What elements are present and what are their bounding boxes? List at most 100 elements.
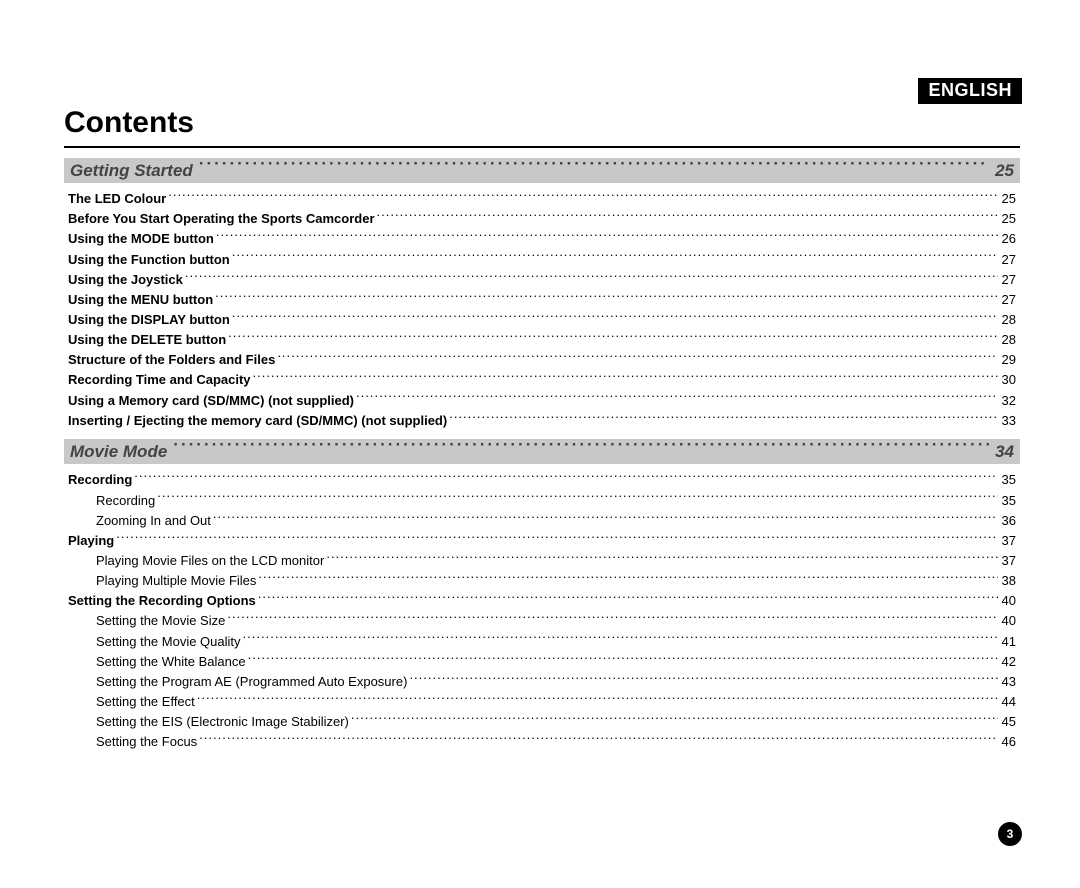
toc-leader [168, 190, 997, 203]
toc-row: Using the Function button 27 [68, 250, 1016, 270]
section-page: 25 [989, 161, 1014, 181]
toc-leader [326, 552, 997, 565]
toc-leader [116, 532, 997, 545]
toc-label: Recording Time and Capacity [68, 370, 253, 390]
toc-row: Setting the Movie Size 40 [68, 611, 1016, 631]
toc-page: 42 [998, 652, 1016, 672]
toc-label: Setting the Movie Size [68, 611, 227, 631]
toc-row: Setting the Movie Quality 41 [68, 632, 1016, 652]
toc-page: 41 [998, 632, 1016, 652]
toc-page: 30 [998, 370, 1016, 390]
toc-leader [215, 291, 997, 304]
toc-row: Setting the EIS (Electronic Image Stabil… [68, 712, 1016, 732]
toc-leader [185, 271, 998, 284]
toc-leader [232, 311, 998, 324]
toc-leader [253, 371, 998, 384]
toc-page: 32 [998, 391, 1016, 411]
language-badge: ENGLISH [918, 78, 1022, 104]
toc-page: 25 [998, 209, 1016, 229]
toc-label: Using the Function button [68, 250, 232, 270]
section-bar: Getting Started 25 [64, 158, 1020, 184]
toc-row: Structure of the Folders and Files29 [68, 350, 1016, 370]
toc-label: Recording [68, 491, 157, 511]
toc-label: Zooming In and Out [68, 511, 213, 531]
toc-page: 27 [998, 270, 1016, 290]
toc-label: The LED Colour [68, 189, 168, 209]
toc-page: 36 [998, 511, 1016, 531]
toc-leader [356, 392, 998, 405]
toc-label: Setting the Focus [68, 732, 199, 752]
toc-label: Recording [68, 470, 134, 490]
toc-leader [228, 331, 997, 344]
section-title: Getting Started [70, 161, 199, 181]
toc-leader [258, 592, 998, 605]
toc-label: Setting the Program AE (Programmed Auto … [68, 672, 409, 692]
toc-page: 37 [998, 551, 1016, 571]
section-leader [173, 440, 989, 458]
toc-list: Recording35Recording35Zooming In and Out… [68, 470, 1016, 752]
toc-leader [248, 653, 998, 666]
toc-row: Inserting / Ejecting the memory card (SD… [68, 411, 1016, 431]
toc-row: Setting the Effect 44 [68, 692, 1016, 712]
toc-page: 27 [998, 250, 1016, 270]
toc-row: Using a Memory card (SD/MMC) (not suppli… [68, 391, 1016, 411]
page-number-badge: 3 [998, 822, 1022, 846]
toc-row: Using the Joystick27 [68, 270, 1016, 290]
toc-leader [243, 633, 998, 646]
toc-label: Setting the Effect [68, 692, 197, 712]
toc-leader [277, 351, 997, 364]
toc-container: Getting Started 25 The LED Colour 25 Before … [64, 158, 1020, 753]
toc-leader [409, 673, 997, 686]
toc-label: Inserting / Ejecting the memory card (SD… [68, 411, 449, 431]
toc-leader [213, 512, 998, 525]
toc-row: Zooming In and Out 36 [68, 511, 1016, 531]
toc-label: Playing [68, 531, 116, 551]
toc-row: Using the DISPLAY button28 [68, 310, 1016, 330]
toc-page: 44 [998, 692, 1016, 712]
section-leader [199, 159, 989, 177]
toc-row: Using the DELETE button 28 [68, 330, 1016, 350]
toc-label: Setting the White Balance [68, 652, 248, 672]
toc-leader [134, 471, 997, 484]
toc-label: Setting the EIS (Electronic Image Stabil… [68, 712, 351, 732]
toc-label: Using the DELETE button [68, 330, 228, 350]
toc-page: 45 [998, 712, 1016, 732]
toc-page: 46 [998, 732, 1016, 752]
section-bar: Movie Mode 34 [64, 439, 1020, 465]
section-page: 34 [989, 442, 1014, 462]
toc-page: 28 [998, 310, 1016, 330]
toc-row: Setting the Focus 46 [68, 732, 1016, 752]
toc-row: Setting the White Balance 42 [68, 652, 1016, 672]
toc-page: 25 [998, 189, 1016, 209]
toc-leader [216, 230, 998, 243]
toc-row: Using the MODE button26 [68, 229, 1016, 249]
toc-leader [449, 412, 997, 425]
toc-page: 40 [998, 611, 1016, 631]
toc-row: Using the MENU button27 [68, 290, 1016, 310]
title-rule [64, 146, 1020, 148]
toc-page: 37 [998, 531, 1016, 551]
toc-page: 26 [998, 229, 1016, 249]
toc-row: Playing Multiple Movie Files38 [68, 571, 1016, 591]
toc-page: 35 [998, 470, 1016, 490]
toc-label: Setting the Movie Quality [68, 632, 243, 652]
toc-list: The LED Colour 25 Before You Start Operati… [68, 189, 1016, 431]
toc-leader [377, 210, 998, 223]
toc-label: Using a Memory card (SD/MMC) (not suppli… [68, 391, 356, 411]
toc-row: Recording 35 [68, 470, 1016, 490]
toc-leader [197, 693, 998, 706]
toc-row: Recording35 [68, 491, 1016, 511]
toc-page: 43 [998, 672, 1016, 692]
toc-row: Before You Start Operating the Sports Ca… [68, 209, 1016, 229]
toc-label: Before You Start Operating the Sports Ca… [68, 209, 377, 229]
toc-page: 28 [998, 330, 1016, 350]
toc-row: Playing Movie Files on the LCD monitor37 [68, 551, 1016, 571]
page-title: Contents [64, 106, 1020, 142]
toc-leader [232, 251, 998, 264]
toc-page: 33 [998, 411, 1016, 431]
toc-leader [258, 572, 997, 585]
toc-label: Playing Multiple Movie Files [68, 571, 258, 591]
toc-label: Using the MENU button [68, 290, 215, 310]
section-title: Movie Mode [70, 442, 173, 462]
toc-row: Recording Time and Capacity 30 [68, 370, 1016, 390]
